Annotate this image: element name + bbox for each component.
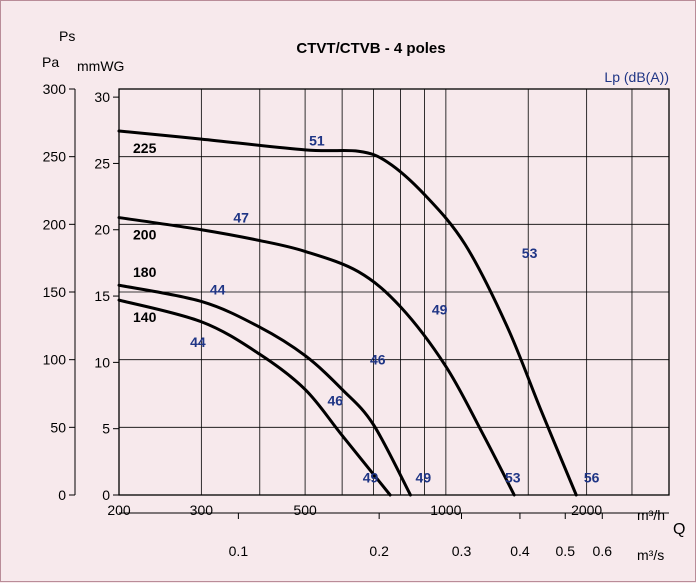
lp-label: Lp (dB(A)) xyxy=(604,69,669,85)
lp-annotation: 47 xyxy=(233,210,249,226)
y-mmwg-tick-label: 5 xyxy=(102,421,110,437)
curve-label-180: 180 xyxy=(133,264,157,280)
annotation-layer: 51 53 56 47 49 53 44 46 49 44 46 49 xyxy=(190,132,600,485)
x-tick-label: 200 xyxy=(107,502,131,518)
y-left-tick-label: 0 xyxy=(58,487,66,503)
y-left-tick-label: 50 xyxy=(50,419,66,435)
y-left-tick-label: 300 xyxy=(43,81,67,97)
curve-label-225: 225 xyxy=(133,140,157,156)
curve-225 xyxy=(117,129,578,497)
curve-label-200: 200 xyxy=(133,227,157,243)
lp-annotation: 49 xyxy=(416,469,432,485)
lp-annotation: 44 xyxy=(190,334,206,350)
lp-annotation: 56 xyxy=(584,469,600,485)
y-mmwg-tick-label: 25 xyxy=(94,155,110,171)
y-quantity-label: Ps xyxy=(59,28,75,44)
y-mmwg-tick-label: 0 xyxy=(102,487,110,503)
y-mmwg-tick-label: 10 xyxy=(94,354,110,370)
x-tick-label: 2000 xyxy=(571,502,602,518)
x-m3s-tick-label: 0.2 xyxy=(369,543,389,559)
lp-annotation: 49 xyxy=(363,469,379,485)
curve-180 xyxy=(117,283,412,497)
x-m3s-tick-label: 0.6 xyxy=(593,543,613,559)
y-right-unit-label: mmWG xyxy=(77,58,124,74)
plot-border xyxy=(118,88,670,496)
y-left-tick-label: 200 xyxy=(43,216,67,232)
axis-layer: 200 300 500 1000 2000 0 50 100 150 200 250 300 0 5 10 1… xyxy=(43,81,669,559)
x-m3s-tick-label: 0.5 xyxy=(556,543,576,559)
x-unit-m3h-label: m³/h xyxy=(637,507,665,523)
lp-annotation: 53 xyxy=(522,245,538,261)
x-tick-label: 300 xyxy=(190,502,214,518)
grid-layer xyxy=(118,88,670,496)
series-layer: 225 200 180 140 xyxy=(117,129,578,497)
x-m3s-tick-label: 0.4 xyxy=(510,543,530,559)
curve-label-140: 140 xyxy=(133,309,157,325)
x-unit-m3s-label: m³/s xyxy=(637,547,664,563)
y-left-tick-label: 100 xyxy=(43,352,67,368)
lp-annotation: 53 xyxy=(505,469,521,485)
curve-140 xyxy=(117,298,392,497)
curve-200 xyxy=(117,216,516,497)
chart-title: CTVT/CTVB - 4 poles xyxy=(296,40,445,57)
lp-annotation: 46 xyxy=(370,352,386,368)
x-m3s-tick-label: 0.3 xyxy=(452,543,472,559)
lp-annotation: 51 xyxy=(309,132,325,148)
y-mmwg-tick-label: 15 xyxy=(94,288,110,304)
lp-annotation: 49 xyxy=(432,302,448,318)
x-tick-label: 500 xyxy=(293,502,317,518)
x-axis-label: Q xyxy=(673,521,685,538)
y-left-tick-label: 150 xyxy=(43,284,67,300)
x-tick-label: 1000 xyxy=(430,502,461,518)
y-mmwg-tick-label: 20 xyxy=(94,222,110,238)
lp-annotation: 44 xyxy=(210,281,226,297)
y-left-unit-label: Pa xyxy=(42,54,59,70)
y-left-tick-label: 250 xyxy=(43,149,67,165)
x-m3s-tick-label: 0.1 xyxy=(229,543,249,559)
y-mmwg-tick-label: 30 xyxy=(94,89,110,105)
lp-annotation: 46 xyxy=(327,392,343,408)
